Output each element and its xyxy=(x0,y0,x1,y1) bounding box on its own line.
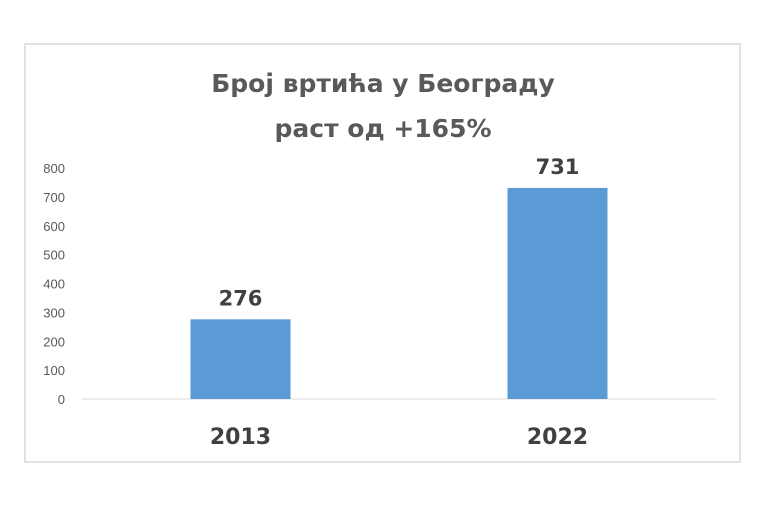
x-category-label: 2022 xyxy=(527,425,588,450)
bar-2013 xyxy=(190,319,291,399)
chart-title-line-2: раст од +165% xyxy=(274,114,491,143)
y-tick-label: 500 xyxy=(43,248,65,263)
data-label-2022: 731 xyxy=(536,155,580,179)
chart-frame xyxy=(24,43,741,463)
bar-2022 xyxy=(507,187,608,399)
y-tick-label: 400 xyxy=(43,277,65,292)
y-tick-label: 200 xyxy=(43,334,65,349)
chart-title-line-1: Број вртића у Београду xyxy=(211,69,555,98)
y-tick-label: 600 xyxy=(43,219,65,234)
y-tick-label: 800 xyxy=(43,161,65,176)
y-tick-label: 700 xyxy=(43,190,65,205)
data-label-2013: 276 xyxy=(219,286,263,310)
x-category-label: 2013 xyxy=(210,425,271,450)
y-tick-label: 100 xyxy=(43,363,65,378)
y-tick-label: 300 xyxy=(43,305,65,320)
y-tick-label: 0 xyxy=(58,392,65,407)
